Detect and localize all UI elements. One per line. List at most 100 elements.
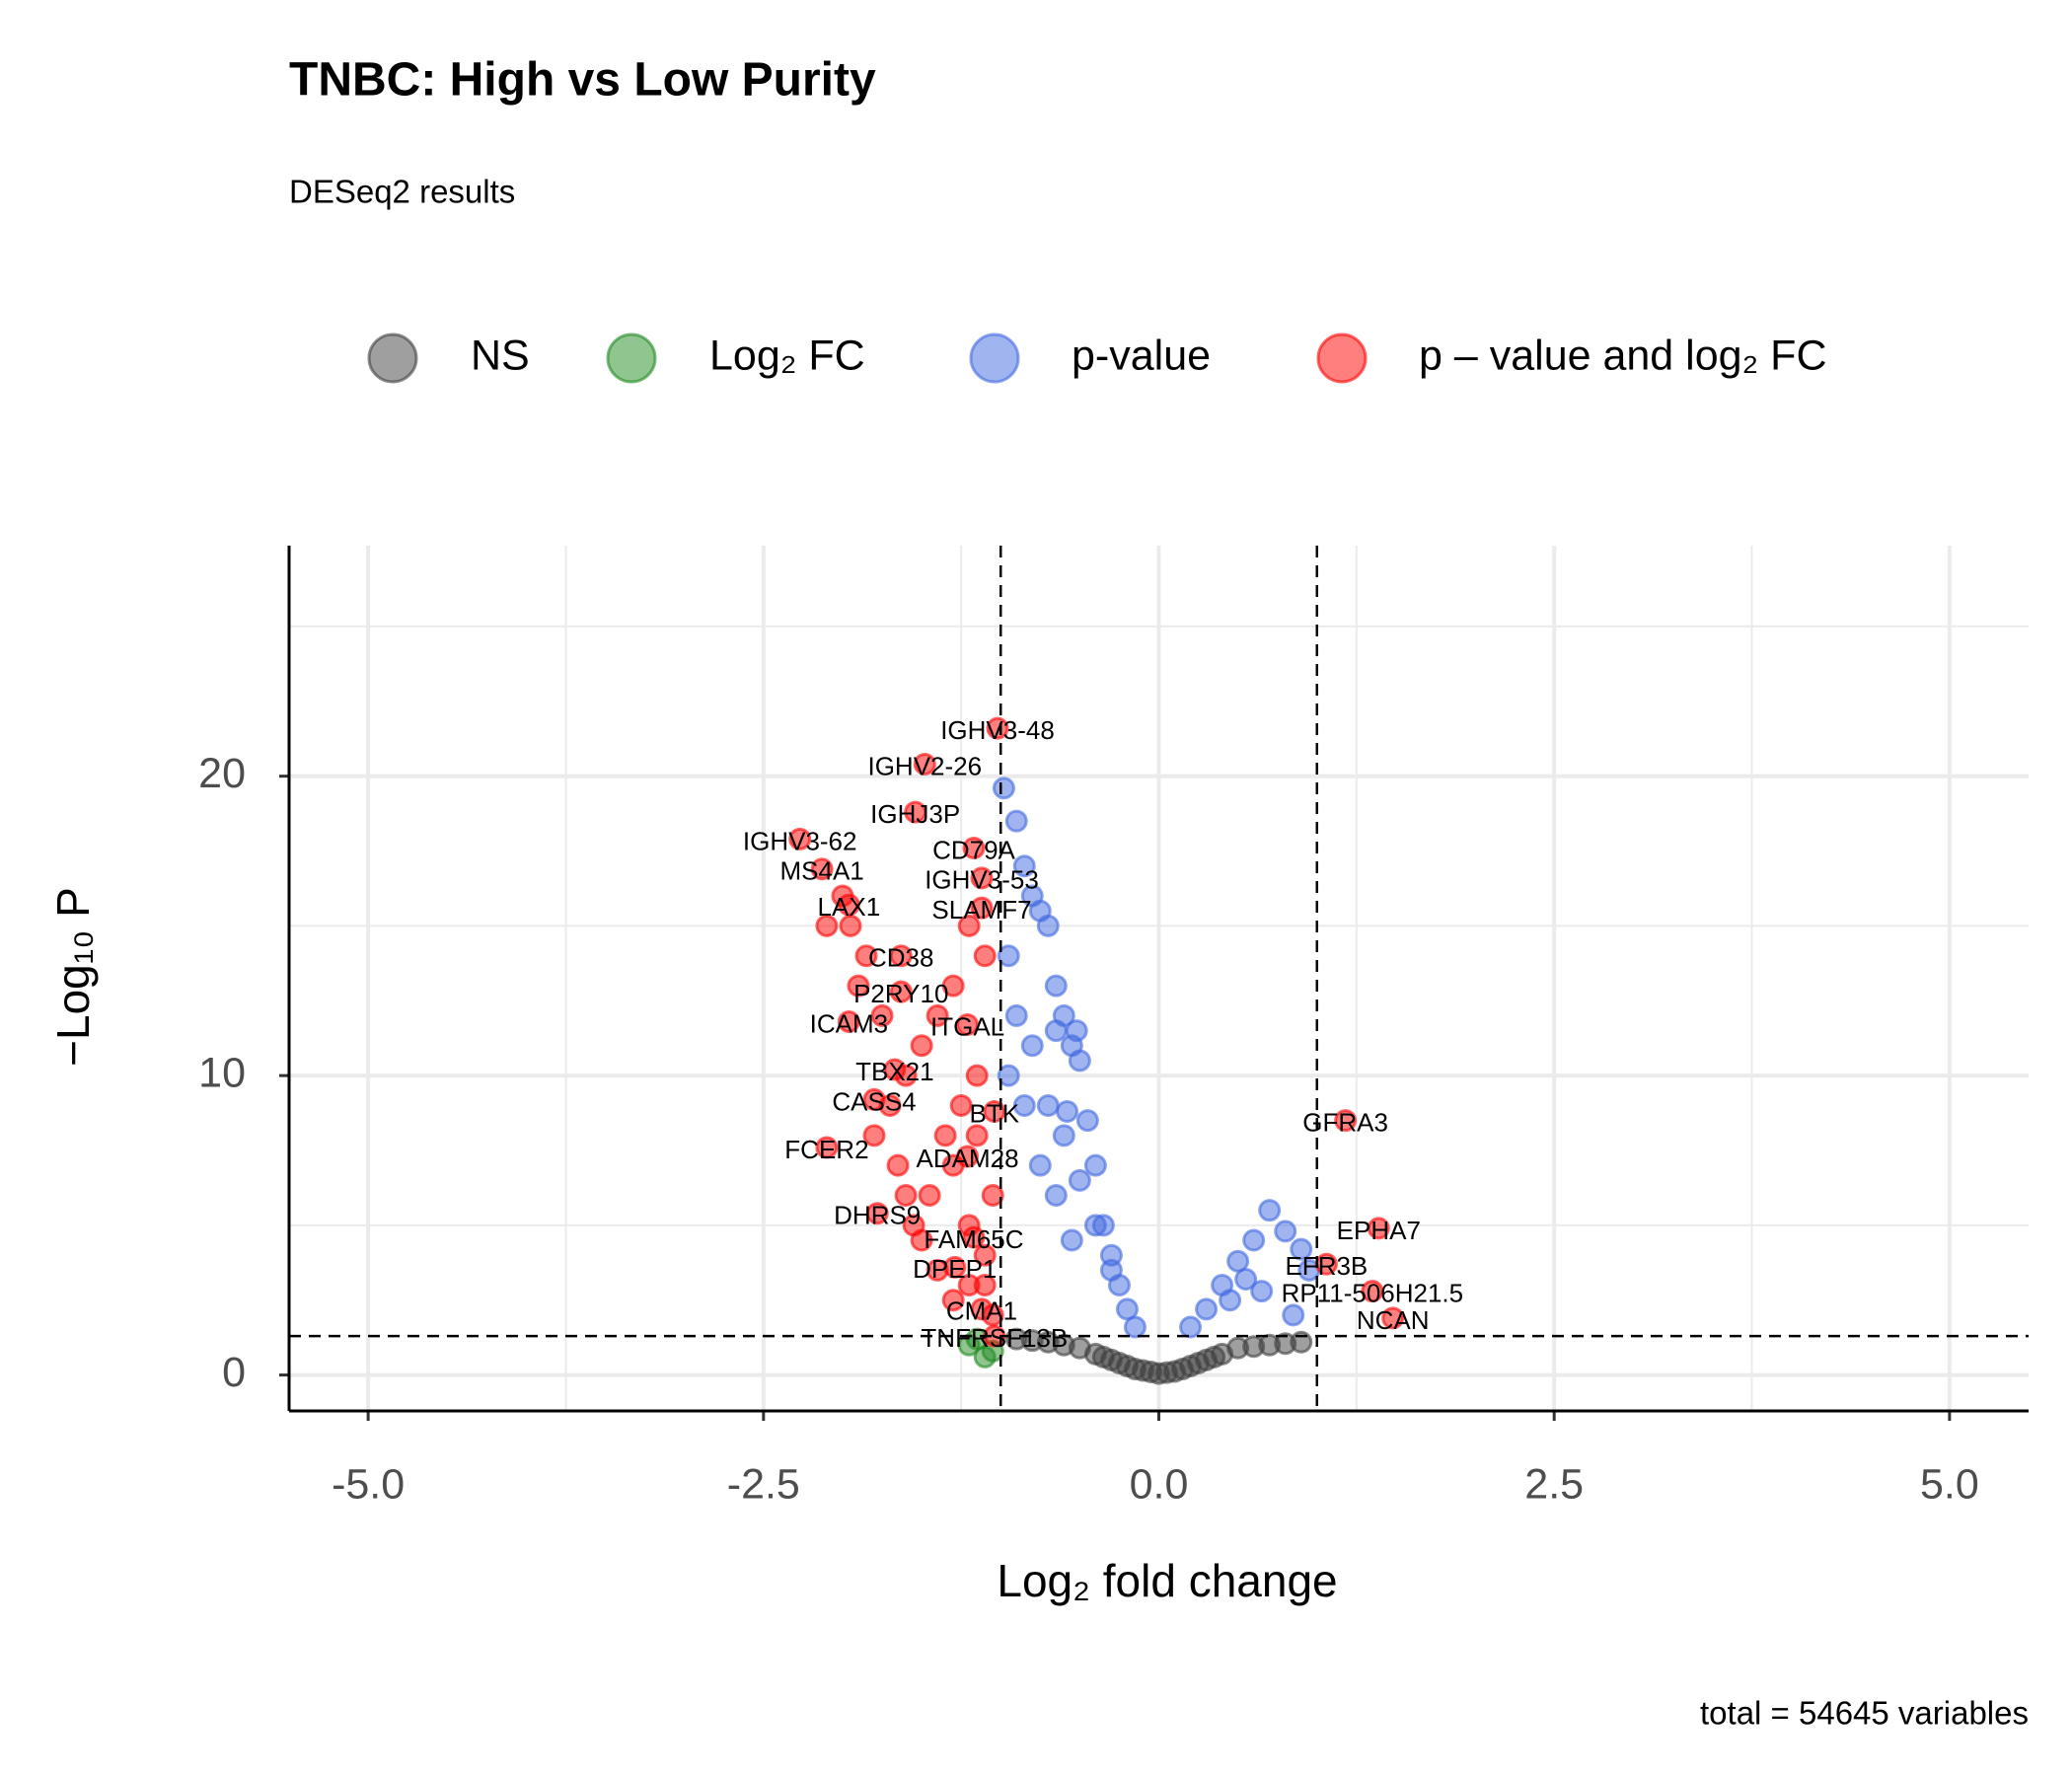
point (949, 1093, 973, 1117)
point (965, 1064, 989, 1087)
point (1099, 1258, 1123, 1282)
gene-label: DHRS9 (834, 1201, 921, 1230)
point (894, 1184, 918, 1208)
labeled-point (810, 857, 834, 881)
point (1068, 1168, 1091, 1192)
labeled-point (837, 893, 860, 917)
gene-label: TNFRSF13B (921, 1323, 1068, 1353)
labeled-point (962, 1225, 986, 1249)
point (1274, 1332, 1297, 1356)
gene-label: IGHV3-53 (925, 865, 1039, 895)
point (1065, 1019, 1088, 1043)
point (1056, 1100, 1079, 1124)
legend-label: NS (471, 332, 530, 379)
point (870, 1003, 894, 1027)
point (1250, 1280, 1274, 1303)
point (933, 1124, 957, 1147)
point (910, 1034, 933, 1058)
gene-label: IGHJ3P (870, 799, 960, 829)
gene-label: DPEP1 (913, 1254, 997, 1284)
chart-title: TNBC: High vs Low Purity (289, 54, 876, 107)
point (1083, 1214, 1107, 1237)
legend-marker (367, 333, 418, 384)
x-axis-title: Log₂ fold change (997, 1555, 1337, 1606)
labeled-point (943, 1255, 967, 1279)
gene-label: EPHA7 (1337, 1216, 1421, 1245)
point (965, 1124, 989, 1147)
labeled-point (865, 1202, 889, 1225)
legend-marker (969, 333, 1020, 384)
caption: total = 54645 variables (1700, 1695, 2029, 1732)
point (1036, 1093, 1060, 1117)
labeled-point (883, 1058, 907, 1081)
point (1234, 1267, 1258, 1291)
gene-label: P2RY10 (853, 979, 948, 1008)
point (1258, 1199, 1282, 1222)
legend-marker (606, 333, 657, 384)
point (886, 1153, 910, 1177)
point (1020, 1034, 1044, 1058)
gene-label: ITGAL (930, 1011, 1004, 1041)
labeled-point (889, 944, 913, 968)
labeled-point (956, 1013, 980, 1037)
point (1036, 914, 1060, 937)
point (992, 777, 1015, 800)
y-axis-title: −Log₁₀ P (47, 887, 99, 1067)
point (1044, 974, 1068, 998)
point (941, 974, 965, 998)
labeled-point (983, 1100, 1006, 1124)
legend-marker (1316, 333, 1368, 384)
labeled-point (970, 866, 994, 890)
legend-label: p-value (1072, 332, 1211, 379)
gene-label: SLAMF7 (931, 895, 1031, 925)
labeled-point (1367, 1217, 1390, 1240)
gene-label: IGHV2-26 (867, 751, 982, 780)
point (1075, 1109, 1099, 1133)
gene-label: CD79A (932, 835, 1015, 864)
y-tick-label: 0 (222, 1349, 246, 1396)
labeled-point (970, 896, 994, 920)
point (1091, 1345, 1115, 1369)
gene-label: IGHV3-48 (940, 715, 1055, 745)
point (1012, 1093, 1036, 1117)
point (1028, 1153, 1052, 1177)
point (847, 974, 870, 998)
gene-label: EFR3B (1285, 1251, 1368, 1281)
point (973, 944, 997, 968)
point (925, 1003, 949, 1027)
labeled-point (986, 716, 1009, 740)
point (1203, 1345, 1226, 1369)
legend-label: Log₂ FC (709, 332, 865, 379)
labeled-point (962, 836, 986, 859)
labeled-point (815, 1136, 839, 1159)
point (862, 1124, 886, 1147)
point (997, 1064, 1020, 1087)
labeled-point (904, 800, 927, 824)
x-tick-label: -5.0 (332, 1460, 405, 1508)
labeled-point (1334, 1109, 1358, 1133)
point (1123, 1315, 1147, 1339)
point (1012, 854, 1036, 878)
point (1044, 1184, 1068, 1208)
point (997, 944, 1020, 968)
gene-label: RP11-506H21.5 (1282, 1278, 1464, 1307)
gene-label: LAX1 (818, 892, 881, 922)
point (941, 1289, 965, 1312)
point (1052, 1124, 1075, 1147)
gene-label: IGHV3-62 (743, 826, 857, 855)
point (1274, 1220, 1297, 1243)
point (1290, 1237, 1313, 1261)
point (1068, 1049, 1091, 1073)
gene-label: NCAN (1357, 1305, 1430, 1335)
gene-label: GFRA3 (1302, 1108, 1388, 1138)
gene-label: BTK (970, 1098, 1020, 1128)
point (910, 1228, 933, 1252)
point (981, 1184, 1004, 1208)
labeled-point (862, 1087, 886, 1111)
x-tick-label: -2.5 (727, 1460, 800, 1508)
gene-label: ADAM28 (917, 1144, 1019, 1173)
labeled-point (889, 980, 913, 1003)
point (973, 1274, 997, 1297)
point (1083, 1153, 1107, 1177)
